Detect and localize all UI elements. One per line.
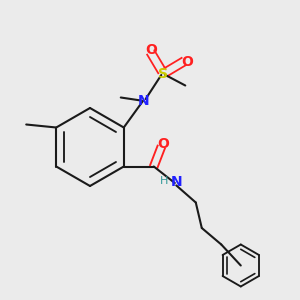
Text: O: O [181, 55, 193, 68]
Text: O: O [158, 137, 169, 151]
Text: O: O [145, 43, 157, 56]
Text: N: N [170, 175, 182, 188]
Text: H: H [160, 176, 169, 187]
Text: S: S [158, 67, 168, 80]
Text: N: N [137, 94, 149, 107]
